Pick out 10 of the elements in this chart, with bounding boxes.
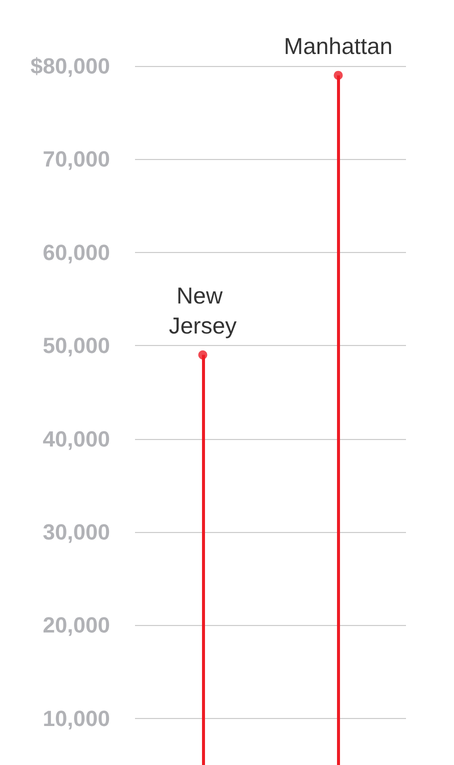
x-tick-label: New Jersey xyxy=(168,282,238,338)
y-tick-label: 20,000 xyxy=(42,612,110,638)
y-tick-label: 60,000 xyxy=(42,240,110,265)
x-tick-label: Manhattan xyxy=(284,32,393,59)
y-tick-label: 50,000 xyxy=(42,333,110,358)
y-tick-label: 70,000 xyxy=(42,146,110,172)
y-tick-label: 10,000 xyxy=(42,706,110,731)
y-tick-label: $80,000 xyxy=(30,54,110,78)
y-tick-label: 40,000 xyxy=(42,426,110,452)
y-tick-label: 30,000 xyxy=(42,520,110,544)
